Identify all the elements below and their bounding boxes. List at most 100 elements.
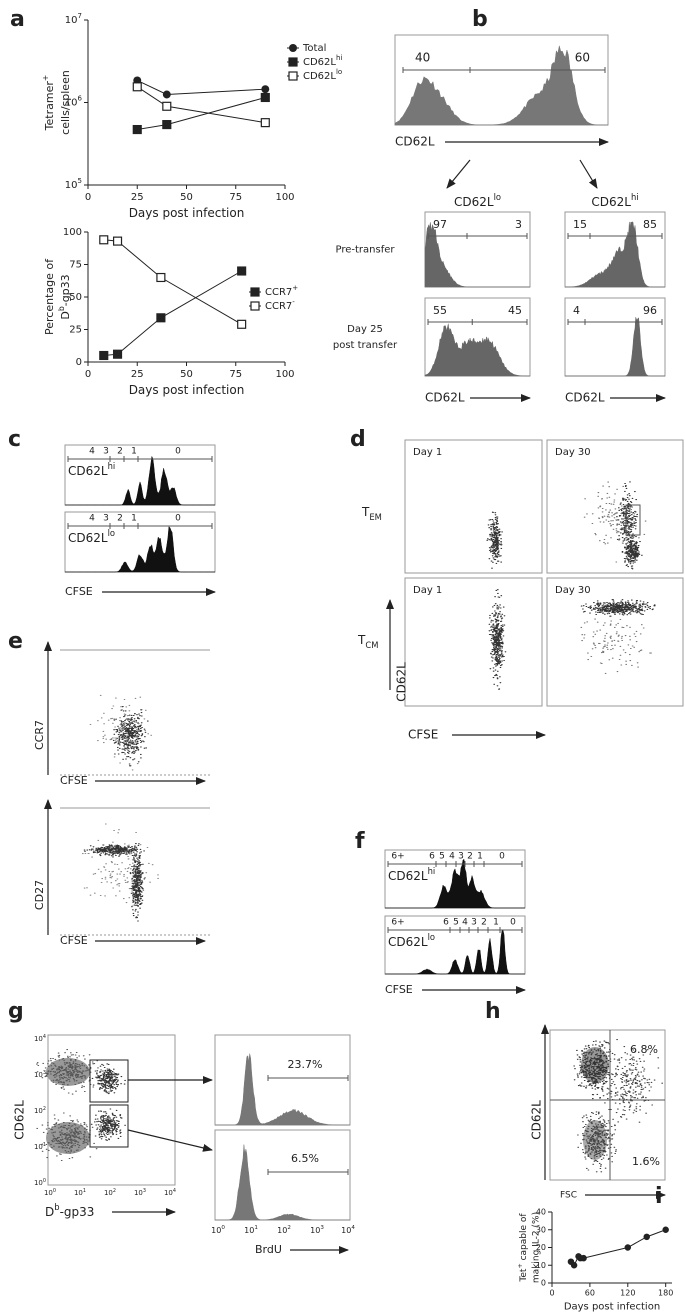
gate-label: 60 bbox=[575, 51, 590, 65]
point bbox=[162, 120, 172, 130]
histogram bbox=[65, 526, 215, 573]
tick-label: 10 bbox=[44, 1189, 53, 1197]
column-title: lo bbox=[494, 192, 501, 202]
histogram-title: CD62L bbox=[68, 531, 108, 545]
y-axis-title: + bbox=[41, 75, 50, 81]
y-tick-label: 10 bbox=[65, 180, 78, 191]
axis-title: CD62L bbox=[395, 662, 409, 702]
y-axis-title: making IL-2 (%) bbox=[532, 1212, 542, 1283]
plot-title: Day 1 bbox=[413, 585, 442, 596]
gate-label: 4 bbox=[89, 514, 95, 524]
row-title: Pre-transfer bbox=[336, 245, 396, 256]
quadrant-label: 1.6% bbox=[632, 1155, 660, 1168]
point bbox=[112, 236, 123, 246]
histogram-title: hi bbox=[108, 461, 116, 471]
tick-label: 10 bbox=[211, 1226, 221, 1235]
x-tick-label: 0 bbox=[85, 192, 91, 203]
y-axis-title: capable of bbox=[519, 1213, 529, 1264]
y-axis-title: Tet bbox=[519, 1268, 529, 1283]
dot-cloud bbox=[573, 1040, 619, 1100]
point bbox=[132, 124, 142, 135]
point bbox=[288, 71, 298, 81]
tick-label: 10 bbox=[34, 1035, 43, 1043]
gate-label: 6.5% bbox=[291, 1152, 319, 1165]
tick-label: 1 bbox=[43, 1142, 46, 1148]
gate-label: 1 bbox=[477, 852, 483, 862]
y-tick-label: 0 bbox=[541, 1279, 546, 1288]
tick-label: 3 bbox=[143, 1188, 146, 1194]
y-axis-title: Tetramer+ bbox=[41, 75, 57, 132]
tick-label: 0 bbox=[43, 1178, 46, 1184]
quadrant-label: 6.8% bbox=[630, 1043, 658, 1056]
tick-label: 104 bbox=[34, 1034, 46, 1044]
panel-letter: b bbox=[472, 7, 488, 32]
gate-label: 4 bbox=[573, 304, 580, 317]
dot-cloud bbox=[91, 1063, 126, 1095]
point bbox=[112, 349, 123, 359]
legend-label: CD62L bbox=[303, 71, 336, 82]
gate-label: 3 bbox=[515, 218, 522, 231]
tick-label: 10 bbox=[34, 1071, 43, 1079]
y-tick-label: 50 bbox=[69, 292, 82, 303]
y-tick-label: 100 bbox=[63, 227, 82, 238]
x-tick-label: 100 bbox=[275, 192, 294, 203]
gate-label: 6 bbox=[443, 918, 449, 928]
gate-label: 1 bbox=[493, 918, 499, 928]
y-axis-title: -gp33 bbox=[59, 274, 72, 306]
legend-label: + bbox=[292, 284, 298, 292]
tick-label: 10 bbox=[310, 1226, 320, 1235]
legend-label: CD62L bbox=[303, 57, 336, 68]
panel-letter: i bbox=[655, 1184, 663, 1209]
tick-label: 101 bbox=[34, 1142, 46, 1152]
x-axis-title: Days post infection bbox=[129, 206, 245, 220]
panel-letter: c bbox=[8, 427, 21, 452]
tick-label: 1 bbox=[83, 1188, 86, 1194]
row-title: post transfer bbox=[333, 340, 398, 351]
tick-label: 104 bbox=[164, 1188, 176, 1198]
histogram-title: lo bbox=[108, 528, 115, 538]
point bbox=[162, 101, 172, 111]
point bbox=[643, 1233, 650, 1241]
plot-title: Day 30 bbox=[555, 447, 591, 458]
y-tick-label: 0 bbox=[76, 357, 82, 368]
axis-title: CCR7 bbox=[33, 720, 46, 750]
gate-label: 4 bbox=[462, 918, 468, 928]
histogram bbox=[424, 222, 530, 288]
legend-label: CD62Lhi bbox=[303, 54, 342, 68]
x-tick-label: 50 bbox=[180, 192, 193, 203]
plot-title: Day 1 bbox=[413, 447, 442, 458]
gate-label: 6+ bbox=[391, 918, 404, 928]
y-tick-label: 10 bbox=[65, 98, 78, 109]
gate-label: 23.7% bbox=[288, 1058, 323, 1071]
tick-label: 10 bbox=[277, 1226, 287, 1235]
plot-frame bbox=[404, 577, 543, 707]
y-tick-label: 10 bbox=[536, 1261, 546, 1270]
y-tick-label: 30 bbox=[536, 1225, 546, 1234]
gate-label: 2 bbox=[481, 918, 487, 928]
column-title: CD62L bbox=[454, 195, 494, 209]
x-tick-label: 0 bbox=[549, 1289, 554, 1298]
y-axis-title: Tetramer bbox=[43, 81, 56, 132]
series-line bbox=[103, 239, 242, 325]
tick-label: 2 bbox=[287, 1225, 291, 1231]
tick-label: 4 bbox=[43, 1034, 46, 1040]
histogram-title: hi bbox=[428, 866, 436, 876]
axis-title: CD62L bbox=[13, 1100, 27, 1140]
y-axis-title: cells/spleen bbox=[59, 70, 72, 135]
tick-label: 0 bbox=[221, 1225, 225, 1231]
axis-title: CD62L bbox=[425, 391, 465, 405]
histogram-title: CD62L bbox=[388, 869, 428, 883]
gate-box bbox=[625, 504, 641, 536]
gate-label: 4 bbox=[449, 852, 455, 862]
point bbox=[289, 44, 297, 52]
gate-label: 45 bbox=[508, 304, 522, 317]
x-tick-label: 25 bbox=[131, 192, 144, 203]
point bbox=[570, 1262, 578, 1269]
point bbox=[250, 287, 260, 297]
gate-label: 0 bbox=[175, 447, 181, 457]
y-tick-label: 106 bbox=[65, 95, 83, 109]
y-tick-label: 105 bbox=[65, 177, 82, 191]
tick-label: 102 bbox=[34, 1106, 46, 1116]
point bbox=[250, 301, 260, 311]
